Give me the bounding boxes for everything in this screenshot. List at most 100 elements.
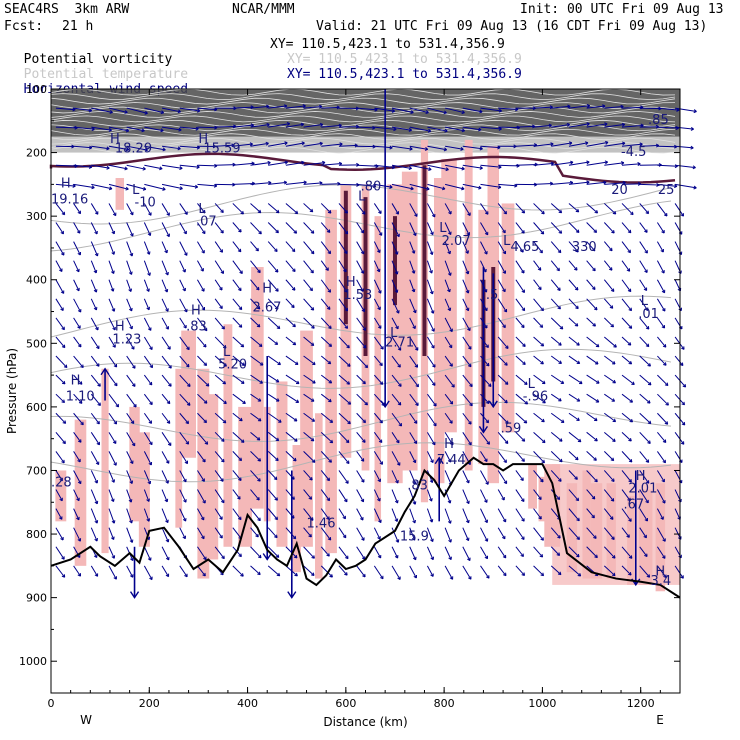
- wind-arrow-head: [187, 383, 191, 387]
- wind-arrow-head: [311, 418, 315, 422]
- wind-arrow: [73, 451, 81, 463]
- pv-fill: [528, 464, 537, 509]
- wind-arrow: [568, 279, 579, 291]
- wind-arrow: [126, 412, 135, 424]
- wind-arrow: [391, 222, 400, 237]
- wind-arrow: [533, 508, 542, 520]
- wind-arrow-head: [310, 342, 315, 347]
- wind-arrow-head: [294, 210, 299, 215]
- wind-arrow-head: [539, 554, 544, 558]
- wind-arrow: [639, 183, 660, 186]
- wind-arrow: [197, 317, 208, 332]
- wind-arrow: [108, 508, 115, 524]
- wind-arrow: [267, 431, 279, 442]
- fcst-value: 21 h: [62, 19, 94, 34]
- wind-arrow: [568, 203, 580, 213]
- wind-arrow-head: [378, 519, 382, 524]
- wind-arrow-head: [106, 146, 110, 151]
- wind-arrow-head: [556, 496, 561, 501]
- wind-arrow: [480, 260, 487, 273]
- wind-arrow: [250, 298, 261, 310]
- wind-arrow-head: [310, 250, 315, 255]
- wind-arrow: [303, 260, 314, 274]
- wind-arrow: [462, 336, 472, 350]
- wind-arrow: [656, 546, 666, 559]
- wind-arrow-head: [165, 326, 169, 330]
- wind-arrow: [197, 374, 210, 387]
- contour-label: 1.46: [307, 517, 336, 532]
- wind-arrow-head: [255, 247, 259, 252]
- wind-arrow: [126, 527, 133, 543]
- wind-arrow: [268, 123, 290, 128]
- wind-arrow: [604, 412, 616, 423]
- wind-arrow-head: [611, 536, 615, 540]
- wind-arrow: [73, 107, 92, 112]
- wind-arrow-head: [629, 399, 633, 403]
- wind-arrow-head: [594, 417, 598, 422]
- wind-arrow-head: [329, 419, 334, 423]
- wind-arrow-head: [344, 572, 348, 576]
- wind-arrow-head: [88, 164, 93, 169]
- wind-arrow: [179, 470, 187, 483]
- wind-arrow: [73, 241, 81, 256]
- wind-arrow: [533, 298, 544, 312]
- wind-arrow-head: [612, 418, 617, 423]
- wind-arrow-head: [184, 460, 189, 465]
- wind-arrow: [515, 489, 525, 502]
- wind-arrow-head: [129, 252, 134, 257]
- wind-arrow: [338, 298, 348, 312]
- wind-arrow-head: [222, 380, 227, 385]
- wind-arrow: [657, 126, 679, 129]
- wind-arrow: [480, 145, 501, 149]
- wind-arrow-head: [111, 555, 116, 559]
- wind-arrow: [267, 508, 278, 520]
- wind-arrow: [603, 222, 615, 234]
- wind-arrow: [90, 260, 97, 274]
- wind-arrow: [73, 260, 80, 273]
- wind-arrow: [90, 432, 100, 446]
- wind-arrow-head: [540, 478, 544, 483]
- wind-arrow: [285, 431, 298, 442]
- wind-arrow: [161, 527, 169, 543]
- contour-label: 3.4: [651, 574, 672, 589]
- wind-arrow-head: [679, 362, 684, 366]
- wind-arrow: [426, 203, 436, 218]
- wind-arrow: [409, 546, 417, 561]
- wind-arrow-head: [310, 269, 314, 274]
- wind-arrow: [126, 355, 136, 369]
- wind-arrow-head: [465, 519, 470, 524]
- wind-arrow: [604, 105, 624, 109]
- wind-arrow-head: [266, 122, 270, 127]
- contour-label: 15.59: [203, 142, 240, 157]
- wind-arrow: [285, 508, 295, 519]
- wind-arrow-head: [394, 555, 399, 559]
- wind-arrow-head: [165, 573, 170, 578]
- wind-arrow: [533, 527, 544, 541]
- contour-label: .83: [407, 479, 428, 494]
- wind-arrow-head: [238, 553, 242, 558]
- wind-arrow: [232, 182, 255, 185]
- wind-arrow: [303, 182, 323, 185]
- wind-arrow: [515, 317, 525, 328]
- wind-arrow-head: [663, 574, 667, 578]
- wind-arrow: [480, 374, 492, 387]
- wind-arrow: [409, 432, 417, 444]
- wind-arrow: [550, 222, 562, 234]
- wind-arrow: [604, 162, 624, 166]
- contour-label: 2.07: [442, 234, 471, 249]
- wind-arrow-head: [221, 555, 225, 560]
- wind-arrow-head: [77, 573, 82, 577]
- contour-label: 2.71: [385, 335, 414, 350]
- wind-arrow-head: [681, 401, 685, 406]
- theta-contour-strato: [50, 102, 676, 109]
- wind-arrow-head: [612, 210, 617, 215]
- wind-arrow-head: [504, 399, 508, 404]
- wind-arrow: [143, 565, 153, 580]
- wind-arrow: [268, 161, 288, 166]
- wind-arrow: [108, 241, 115, 255]
- theta-contour: [50, 442, 672, 484]
- wind-arrow: [143, 298, 150, 311]
- wind-arrow: [497, 565, 507, 577]
- wind-arrow-head: [201, 209, 206, 214]
- wind-arrow-head: [414, 347, 419, 351]
